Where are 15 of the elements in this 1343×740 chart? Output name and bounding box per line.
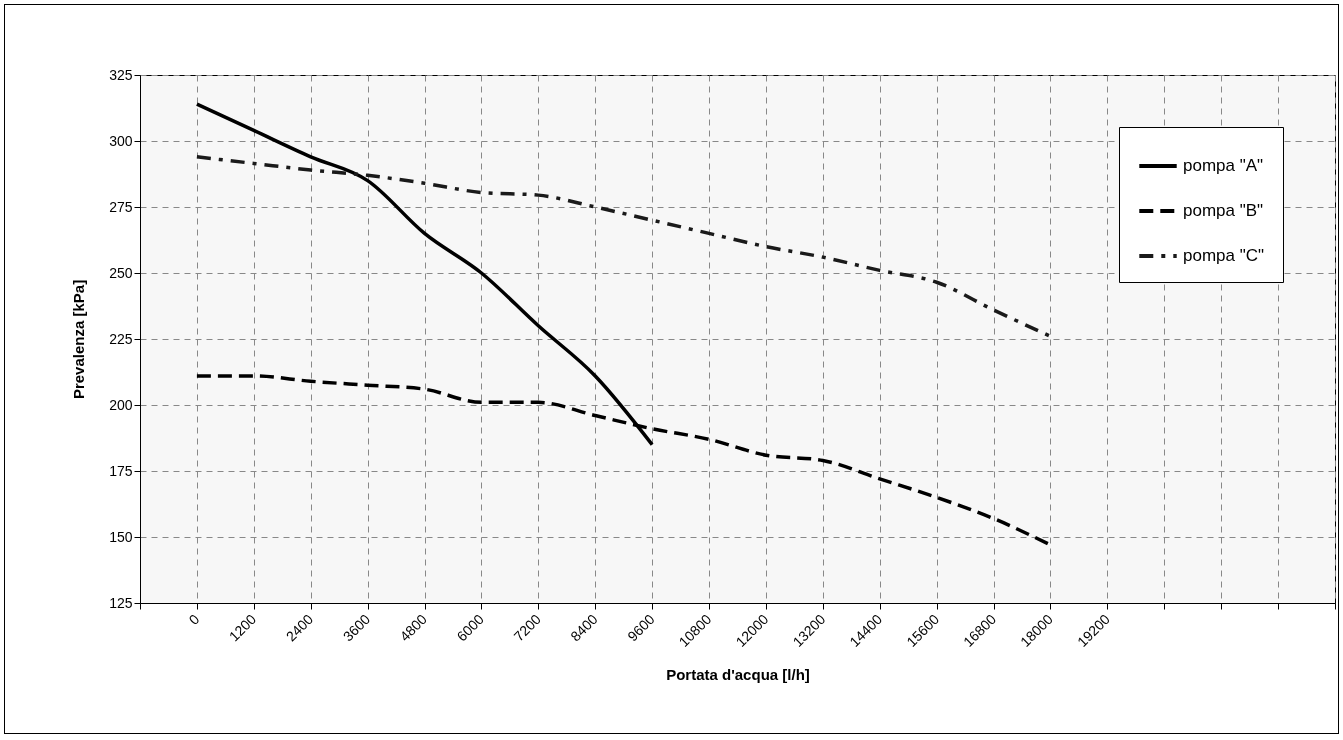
y-tick-label: 250 xyxy=(109,264,133,281)
y-tick-label: 125 xyxy=(109,594,133,611)
y-tick-label: 225 xyxy=(109,330,133,347)
y-tick-label: 275 xyxy=(109,198,133,215)
legend-label: pompa "C" xyxy=(1183,246,1265,265)
legend-label: pompa "A" xyxy=(1183,156,1264,175)
y-tick-label: 175 xyxy=(109,462,133,479)
y-tick-label: 150 xyxy=(109,528,133,545)
legend-label: pompa "B" xyxy=(1183,201,1264,220)
y-tick-label: 325 xyxy=(109,66,133,83)
y-axis-title: Prevalenza [kPa] xyxy=(70,279,88,400)
y-tick-label: 300 xyxy=(109,132,133,149)
x-axis-title: Portata d'acqua [l/h] xyxy=(666,665,810,683)
y-tick-label: 200 xyxy=(109,396,133,413)
x-tick-label: 0 xyxy=(185,610,203,628)
